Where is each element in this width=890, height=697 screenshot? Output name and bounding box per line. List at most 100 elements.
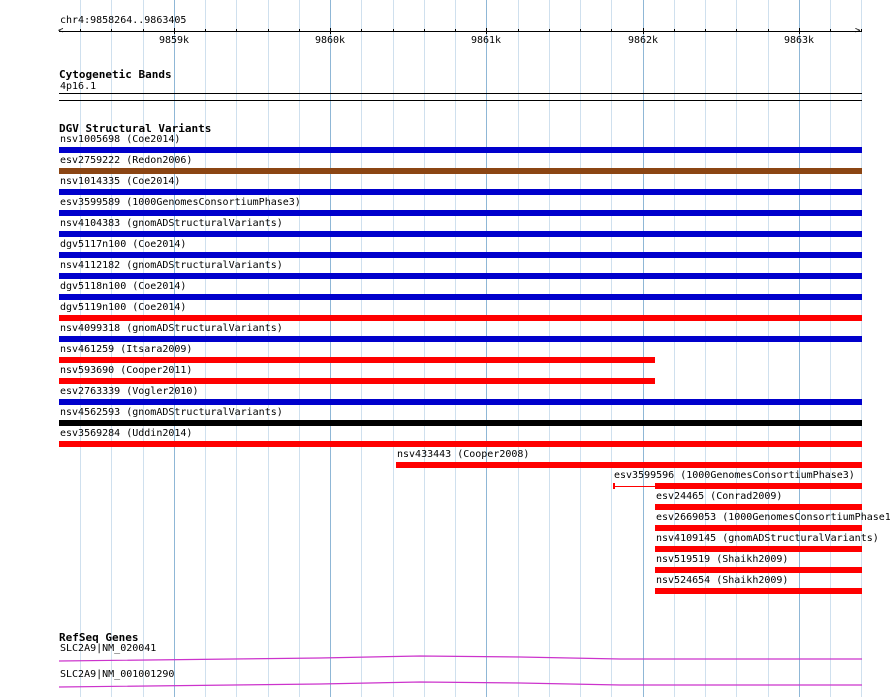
variant-bar[interactable] [59,189,862,195]
gene-label[interactable]: SLC2A9|NM_001001290 [60,669,175,680]
ruler-right-arrow: > [855,26,861,36]
ruler-tick [674,29,675,32]
gene-line-path [58,655,862,662]
ruler-tick [111,29,112,32]
variant-label[interactable]: nsv461259 (Itsara2009) [60,344,193,355]
grid-line [455,0,456,697]
ruler-tick-label: 9859k [158,35,190,46]
grid-line [299,0,300,697]
variant-bar[interactable] [59,273,862,279]
grid-line [143,0,144,697]
grid-line [205,0,206,697]
variant-label[interactable]: esv3599596 (1000GenomesConsortiumPhase3) [614,470,855,481]
variant-bar-cap[interactable] [613,483,615,489]
grid-line [611,0,612,697]
ruler-tick [393,29,394,32]
ruler-tick-label: 9860k [314,35,346,46]
ruler-tick-label: 9861k [470,35,502,46]
variant-bar[interactable] [59,252,862,258]
grid-line [549,0,550,697]
variant-label[interactable]: nsv433443 (Cooper2008) [397,449,530,460]
ruler-tick [611,29,612,32]
gene-intron-line[interactable] [0,655,890,663]
ruler-tick [486,28,487,34]
variant-bar[interactable] [59,147,862,153]
variant-label[interactable]: nsv593690 (Cooper2011) [60,365,193,376]
grid-line [268,0,269,697]
variant-bar[interactable] [59,357,655,363]
variant-label[interactable]: nsv1014335 (Coe2014) [60,176,181,187]
variant-bar[interactable] [59,210,862,216]
ruler-tick [518,29,519,32]
variant-label[interactable]: nsv4112182 (gnomADStructuralVariants) [60,260,283,271]
grid-line [424,0,425,697]
ruler-tick [549,29,550,32]
grid-line [674,0,675,697]
ruler-tick [143,29,144,32]
variant-label[interactable]: nsv519519 (Shaikh2009) [656,554,789,565]
variant-label[interactable]: nsv4109145 (gnomADStructuralVariants) [656,533,879,544]
location-label: chr4:9858264..9863405 [60,15,187,26]
variant-bar[interactable] [655,588,862,594]
variant-bar[interactable] [655,504,862,510]
variant-label[interactable]: esv24465 (Conrad2009) [656,491,783,502]
gene-intron-line[interactable] [0,681,890,689]
variant-label[interactable]: nsv1005698 (Coe2014) [60,134,181,145]
variant-bar[interactable] [59,420,862,426]
variant-bar[interactable] [655,567,862,573]
ruler-left-arrow: < [58,26,64,36]
variant-bar[interactable] [59,378,655,384]
grid-line [330,0,331,697]
grid-line [80,0,81,697]
grid-line [736,0,737,697]
variant-label[interactable]: esv2759222 (Redon2006) [60,155,193,166]
variant-bar[interactable] [655,483,862,489]
ruler-tick [299,29,300,32]
grid-line [518,0,519,697]
variant-label[interactable]: esv2669053 (1000GenomesConsortiumPhase1) [656,512,890,523]
variant-bar[interactable] [59,168,862,174]
variant-label[interactable]: nsv524654 (Shaikh2009) [656,575,789,586]
variant-label[interactable]: dgv5118n100 (Coe2014) [60,281,187,292]
cytoband-track-title: Cytogenetic Bands [59,68,172,81]
variant-bar[interactable] [655,525,862,531]
variant-bar-thin[interactable] [613,486,655,487]
grid-line [830,0,831,697]
ruler-tick [643,28,644,34]
grid-line [580,0,581,697]
grid-line [705,0,706,697]
variant-label[interactable]: nsv4104383 (gnomADStructuralVariants) [60,218,283,229]
ruler-tick [768,29,769,32]
ruler-tick [80,29,81,32]
ruler-tick [455,29,456,32]
variant-bar[interactable] [59,336,862,342]
grid-line [111,0,112,697]
variant-bar[interactable] [59,315,862,321]
variant-bar[interactable] [655,546,862,552]
ruler-tick [330,28,331,34]
variant-bar[interactable] [396,462,862,468]
dgv-track-title: DGV Structural Variants [59,122,212,135]
cytoband-line-top [59,93,862,94]
gene-label[interactable]: SLC2A9|NM_020041 [60,643,157,654]
ruler-tick [174,28,175,34]
grid-line [768,0,769,697]
ruler-tick [830,29,831,32]
variant-label[interactable]: esv3569284 (Uddin2014) [60,428,193,439]
ruler-tick [736,29,737,32]
ruler-tick [205,29,206,32]
variant-label[interactable]: esv3599589 (1000GenomesConsortiumPhase3) [60,197,301,208]
variant-bar[interactable] [59,441,862,447]
variant-bar[interactable] [59,231,862,237]
variant-bar[interactable] [59,294,862,300]
variant-label[interactable]: dgv5117n100 (Coe2014) [60,239,187,250]
grid-line [861,0,862,697]
variant-label[interactable]: nsv4099318 (gnomADStructuralVariants) [60,323,283,334]
ruler-axis [59,31,862,32]
variant-bar[interactable] [59,399,862,405]
variant-label[interactable]: dgv5119n100 (Coe2014) [60,302,187,313]
variant-label[interactable]: nsv4562593 (gnomADStructuralVariants) [60,407,283,418]
ruler-tick [268,29,269,32]
variant-label[interactable]: esv2763339 (Vogler2010) [60,386,199,397]
grid-line [361,0,362,697]
